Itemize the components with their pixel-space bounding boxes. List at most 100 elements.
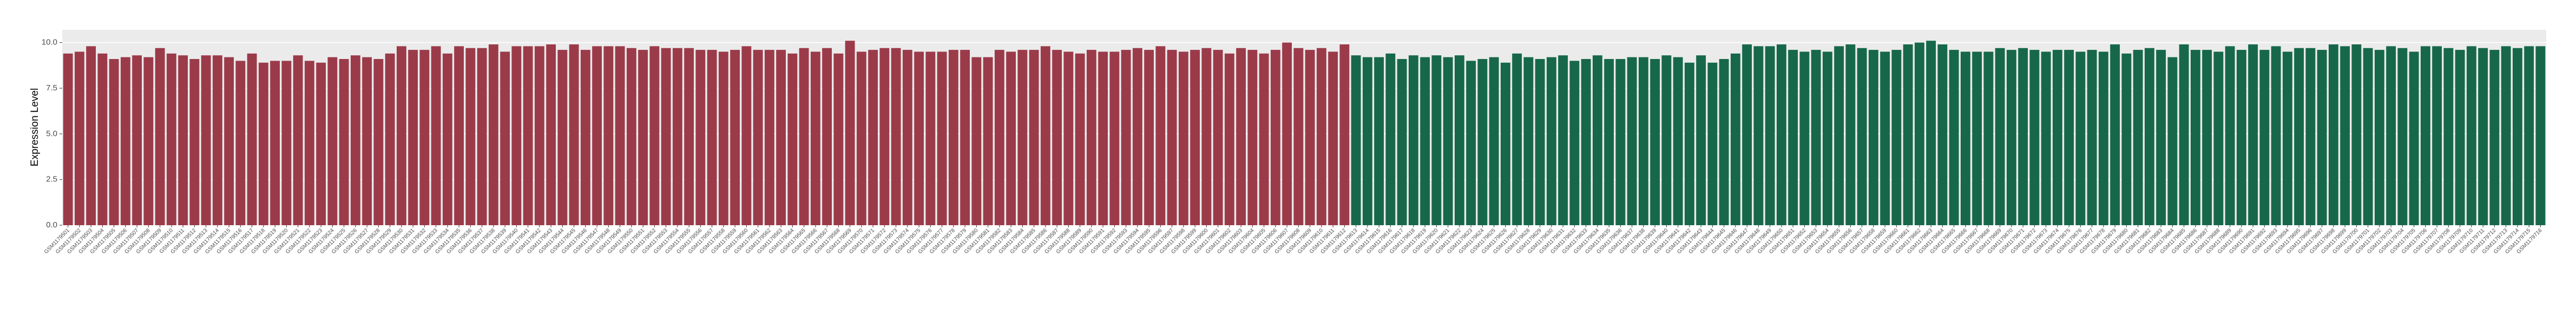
bar — [1431, 55, 1442, 225]
bar — [718, 51, 728, 225]
bar — [1477, 58, 1488, 225]
y-tick-label: 10.0 — [42, 38, 57, 47]
y-tick-label: 0.0 — [46, 220, 57, 230]
bar — [2098, 51, 2108, 225]
bar — [2075, 51, 2086, 225]
bar — [615, 46, 625, 225]
bar — [1604, 58, 1614, 225]
bar — [120, 57, 130, 225]
bar — [902, 50, 912, 225]
bar — [362, 57, 372, 225]
bar — [1949, 50, 1959, 225]
bar — [1696, 55, 1706, 225]
bar — [1995, 48, 2005, 226]
bar — [879, 48, 890, 226]
bar — [339, 58, 349, 225]
bar — [1558, 55, 1568, 225]
bar — [1926, 41, 1936, 226]
bar — [1650, 58, 1660, 225]
bar — [235, 61, 246, 226]
bar — [2317, 50, 2327, 225]
bar — [638, 50, 648, 225]
bar — [1972, 51, 1982, 225]
bar — [1086, 50, 1096, 225]
bar — [316, 62, 326, 225]
bar — [1684, 62, 1694, 225]
bar — [2535, 46, 2546, 225]
bar — [1581, 58, 1591, 225]
bar — [1615, 58, 1626, 225]
bar — [1270, 50, 1280, 225]
bar — [546, 44, 556, 225]
bar — [1845, 44, 1856, 225]
bar — [109, 58, 119, 225]
bar — [1799, 51, 1810, 225]
bar — [557, 50, 568, 225]
bar — [822, 48, 832, 226]
bar — [408, 50, 418, 225]
bar — [1868, 50, 1878, 225]
bar — [2259, 50, 2270, 225]
y-axis-label: Expression Level — [29, 88, 41, 167]
bar — [2282, 51, 2292, 225]
bar — [1638, 57, 1648, 225]
bar — [63, 53, 73, 226]
bar — [1408, 55, 1418, 225]
bar — [442, 53, 452, 226]
bar — [1454, 55, 1464, 225]
bar — [2110, 44, 2120, 225]
bar — [431, 46, 441, 225]
bar — [776, 50, 786, 225]
bar — [2087, 50, 2097, 225]
bar — [1178, 51, 1188, 225]
bar — [672, 48, 682, 226]
bar — [350, 55, 360, 225]
bar — [649, 46, 660, 225]
bar — [2432, 46, 2442, 225]
bar — [603, 46, 614, 225]
bar — [983, 57, 993, 225]
bar — [948, 50, 958, 225]
bar — [1328, 51, 1338, 225]
bar — [1834, 46, 1844, 225]
bar — [1029, 50, 1039, 225]
bar — [1305, 50, 1315, 225]
bar — [2305, 48, 2316, 226]
bar — [1316, 48, 1326, 226]
bar — [707, 50, 717, 225]
bar — [810, 51, 820, 225]
bar — [477, 48, 487, 226]
bar — [304, 61, 314, 226]
bar — [2225, 46, 2235, 225]
bar — [2236, 50, 2246, 225]
bar — [189, 58, 200, 225]
bar — [1052, 50, 1062, 225]
bar — [465, 48, 476, 226]
bar — [2006, 50, 2016, 225]
bar — [937, 51, 947, 225]
bar — [2156, 50, 2166, 225]
bar — [2133, 50, 2143, 225]
bar — [2420, 46, 2430, 225]
bar — [327, 57, 338, 225]
bar — [2294, 48, 2304, 226]
bar — [178, 55, 188, 225]
bar — [1937, 44, 1948, 225]
bar — [2455, 50, 2465, 225]
bar — [1443, 57, 1453, 225]
bar — [1765, 46, 1775, 225]
bar — [1374, 57, 1384, 225]
bar — [511, 46, 522, 225]
bar — [787, 53, 798, 226]
bar — [2052, 50, 2062, 225]
bar — [684, 48, 694, 226]
bar — [2397, 48, 2408, 226]
bar — [891, 48, 901, 226]
bar — [730, 50, 740, 225]
bar — [1132, 48, 1142, 226]
bar — [753, 50, 763, 225]
bar — [2489, 50, 2500, 225]
bar — [1339, 44, 1350, 225]
bar — [971, 57, 982, 225]
bar — [86, 46, 96, 225]
